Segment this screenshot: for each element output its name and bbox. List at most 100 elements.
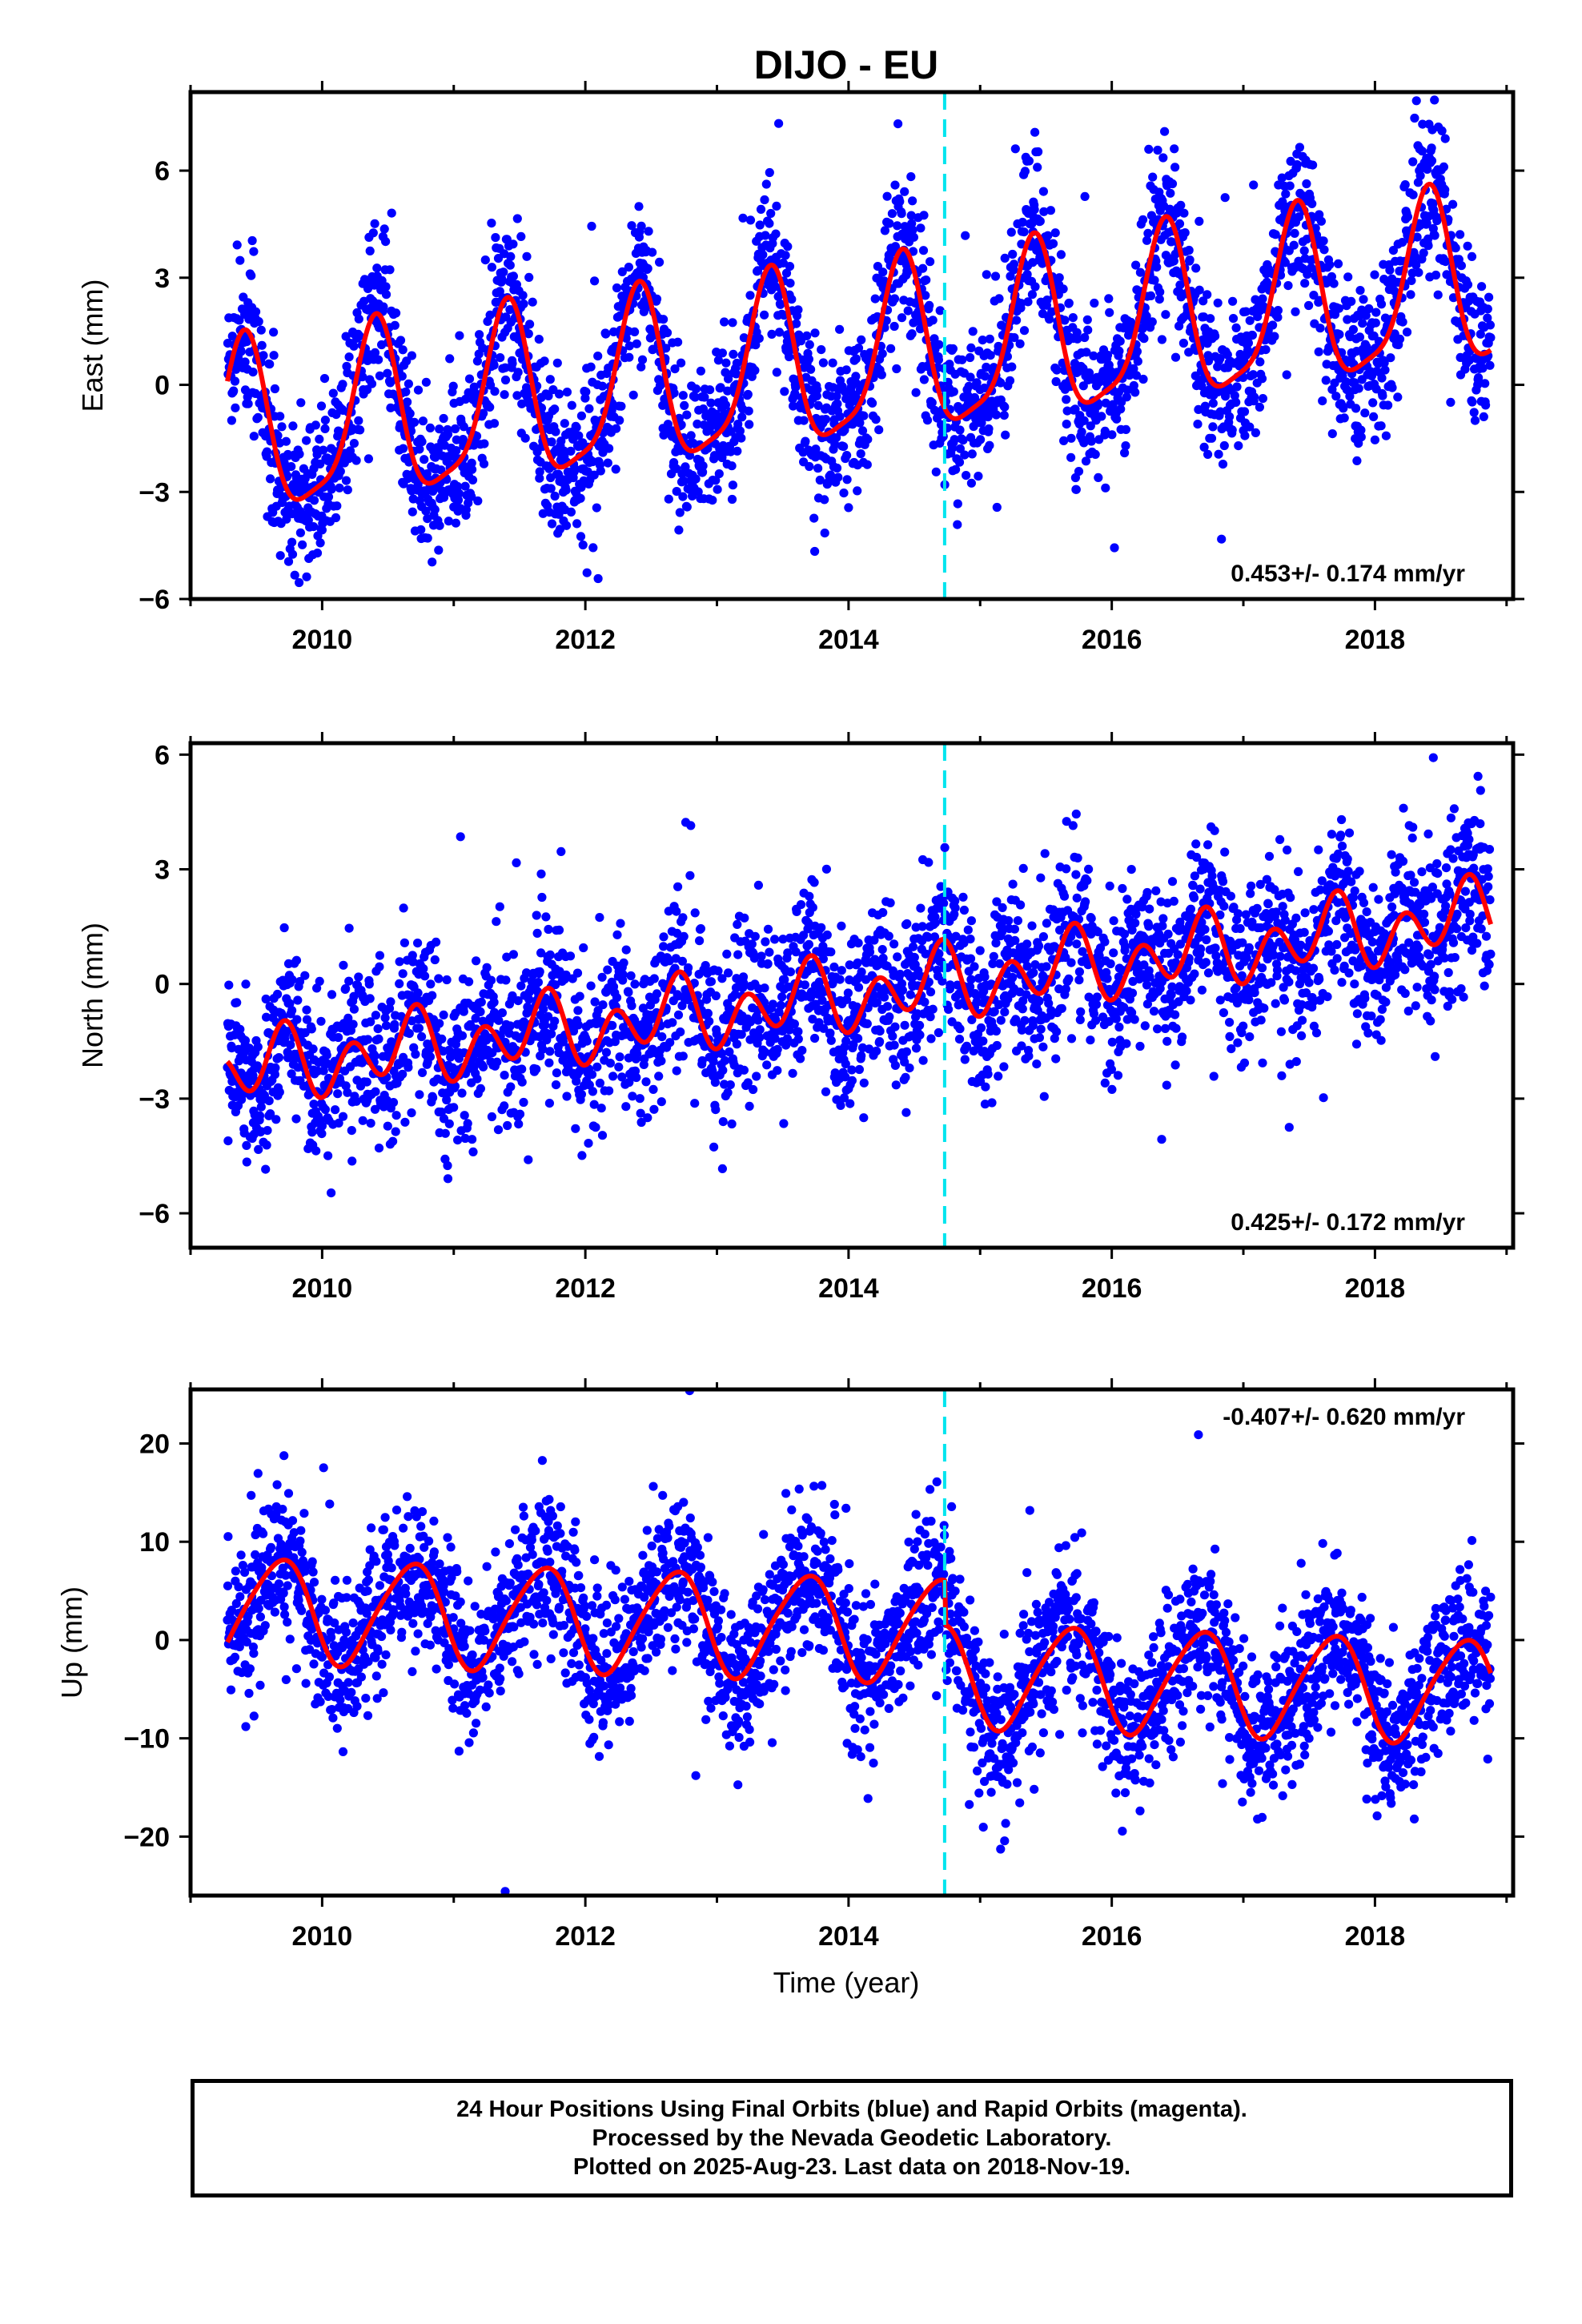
data-point [587, 221, 596, 231]
data-point [463, 1119, 472, 1128]
data-point [811, 444, 821, 454]
data-point [726, 447, 736, 456]
data-point [319, 374, 330, 384]
data-point [632, 1072, 641, 1083]
data-point [547, 1029, 556, 1039]
data-point [915, 1030, 925, 1039]
data-point [430, 505, 440, 514]
data-point [1319, 236, 1328, 246]
data-point [885, 1012, 894, 1022]
data-point [534, 335, 544, 344]
data-point [1383, 400, 1393, 410]
data-point [302, 1005, 311, 1015]
data-point [1184, 245, 1194, 255]
data-point [832, 463, 842, 473]
data-point [581, 387, 591, 396]
data-point [731, 369, 741, 379]
data-point [820, 529, 829, 538]
data-point [1024, 156, 1034, 166]
panel-frame [188, 90, 1516, 601]
data-point [315, 459, 325, 469]
data-point [1327, 429, 1337, 439]
data-point [1131, 260, 1141, 270]
data-point [1108, 400, 1118, 409]
data-point [413, 939, 423, 948]
data-point [908, 942, 918, 951]
data-point [1015, 339, 1025, 348]
data-point [1079, 438, 1089, 448]
data-point [401, 387, 411, 396]
data-point [717, 452, 727, 463]
data-point [1019, 326, 1030, 336]
data-point [616, 919, 625, 928]
data-point [737, 1030, 746, 1039]
data-point [601, 329, 611, 339]
data-point [460, 481, 470, 491]
data-point [1152, 263, 1162, 272]
data-point [425, 1052, 436, 1062]
data-point [980, 383, 990, 393]
plot-area [223, 753, 1496, 1198]
data-point [1234, 441, 1243, 451]
data-point [452, 446, 461, 456]
data-point [432, 937, 441, 947]
data-point [405, 408, 415, 418]
data-point [868, 398, 877, 408]
data-point [396, 1011, 406, 1021]
data-point [500, 390, 509, 400]
data-point [915, 1020, 925, 1030]
data-point [924, 858, 934, 867]
data-point [655, 257, 665, 267]
data-point [895, 969, 905, 979]
data-point [312, 983, 322, 993]
data-point [573, 1006, 583, 1015]
data-point [597, 972, 607, 982]
data-point [1215, 354, 1225, 364]
data-point [385, 265, 395, 275]
data-point [327, 485, 336, 494]
data-point [489, 997, 499, 1007]
data-point [428, 991, 437, 1000]
data-point [344, 976, 354, 986]
data-point [443, 429, 453, 439]
data-point [1147, 317, 1157, 327]
data-point [485, 402, 495, 412]
data-point [900, 1057, 909, 1067]
data-point [717, 1049, 727, 1059]
data-point [685, 870, 695, 880]
data-point [1377, 373, 1387, 383]
data-point [1448, 199, 1458, 209]
data-point [781, 268, 792, 278]
data-point [857, 1051, 866, 1060]
data-point [1122, 385, 1132, 395]
data-point [617, 267, 627, 276]
data-point [1273, 312, 1283, 322]
data-point [400, 1117, 410, 1127]
data-point [1066, 433, 1076, 443]
data-point [679, 476, 689, 486]
data-point [476, 1007, 485, 1016]
data-point [367, 379, 377, 388]
data-point [505, 1021, 515, 1031]
data-point [1000, 253, 1010, 263]
data-point [1463, 241, 1472, 251]
data-point [934, 1027, 943, 1038]
data-point [909, 952, 919, 962]
data-point [1430, 231, 1439, 240]
data-point [1483, 304, 1492, 314]
data-point [720, 317, 729, 327]
data-point [500, 363, 510, 372]
data-point [1439, 162, 1448, 171]
data-point [479, 459, 489, 468]
data-point [853, 344, 864, 353]
data-point [1319, 245, 1329, 255]
data-point [303, 516, 313, 525]
data-point [506, 1082, 516, 1092]
data-point [735, 426, 745, 436]
data-point [808, 903, 817, 912]
data-point [1230, 391, 1239, 400]
data-point [1060, 316, 1070, 325]
data-point [257, 340, 267, 350]
data-point [562, 388, 572, 397]
data-point [1395, 334, 1405, 344]
